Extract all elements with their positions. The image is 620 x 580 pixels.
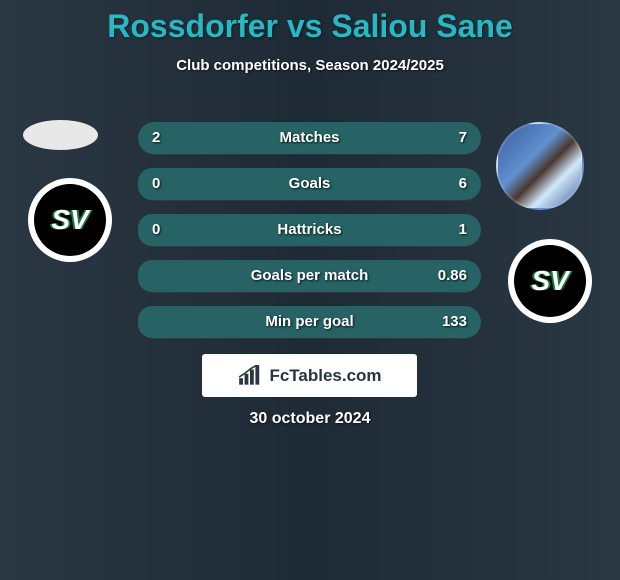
stat-label: Goals: [138, 168, 481, 200]
stat-row: 133Min per goal: [138, 306, 481, 338]
stat-label: Min per goal: [138, 306, 481, 338]
stat-row: 01Hattricks: [138, 214, 481, 246]
player1-club-badge: SV: [28, 178, 112, 262]
stat-label: Goals per match: [138, 260, 481, 292]
page-title: Rossdorfer vs Saliou Sane: [0, 0, 620, 45]
date-text: 30 october 2024: [0, 410, 620, 428]
brand-badge: FcTables.com: [202, 354, 417, 397]
stats-panel: 27Matches 06Goals 01Hattricks 0.86Goals per…: [138, 122, 481, 352]
brand-text: FcTables.com: [269, 366, 381, 386]
stat-label: Hattricks: [138, 214, 481, 246]
stat-row: 27Matches: [138, 122, 481, 154]
player2-club-badge: SV: [508, 239, 592, 323]
player1-photo: [23, 120, 98, 150]
stat-row: 0.86Goals per match: [138, 260, 481, 292]
player2-photo: [496, 122, 584, 210]
stat-label: Matches: [138, 122, 481, 154]
club-logo-glyph: SV: [51, 204, 88, 236]
chart-icon: [237, 365, 263, 387]
subtitle: Club competitions, Season 2024/2025: [0, 57, 620, 74]
club-logo-glyph: SV: [531, 265, 568, 297]
stat-row: 06Goals: [138, 168, 481, 200]
